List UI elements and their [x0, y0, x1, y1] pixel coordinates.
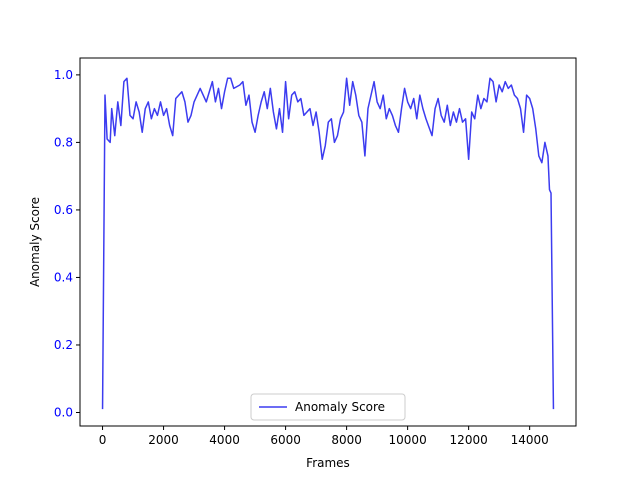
y-axis-label: Anomaly Score: [28, 197, 42, 287]
x-tick-label: 4000: [209, 433, 240, 447]
y-tick-label: 0.8: [54, 135, 73, 149]
x-tick-label: 6000: [270, 433, 301, 447]
x-tick-label: 12000: [450, 433, 488, 447]
x-tick-label: 0: [99, 433, 107, 447]
y-tick-label: 1.0: [54, 68, 73, 82]
x-axis-label: Frames: [306, 456, 350, 470]
y-tick-label: 0.2: [54, 338, 73, 352]
x-tick-label: 2000: [148, 433, 179, 447]
x-tick-label: 14000: [511, 433, 549, 447]
x-tick-label: 10000: [389, 433, 427, 447]
y-tick-label: 0.4: [54, 270, 73, 284]
legend-box: [250, 393, 406, 421]
y-tick-label: 0.6: [54, 203, 73, 217]
line-series: [101, 77, 555, 410]
x-tick-label: 8000: [331, 433, 362, 447]
axes-frame: [79, 57, 577, 427]
y-tick-label: 0.0: [54, 405, 73, 419]
legend-label: Anomaly Score: [295, 400, 385, 414]
